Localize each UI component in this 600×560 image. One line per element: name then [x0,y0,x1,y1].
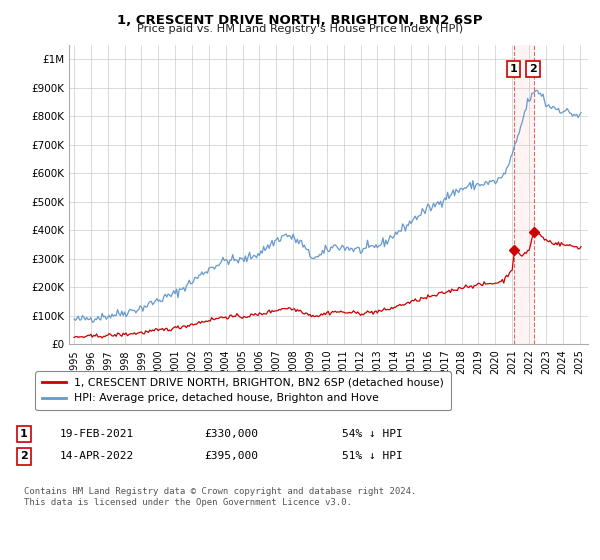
Text: 1, CRESCENT DRIVE NORTH, BRIGHTON, BN2 6SP: 1, CRESCENT DRIVE NORTH, BRIGHTON, BN2 6… [117,14,483,27]
Text: £395,000: £395,000 [204,451,258,461]
Text: 2: 2 [529,64,537,74]
Text: 14-APR-2022: 14-APR-2022 [60,451,134,461]
Bar [514,45,534,344]
Text: 2: 2 [20,451,28,461]
Text: 1: 1 [20,429,28,439]
Text: 19-FEB-2021: 19-FEB-2021 [60,429,134,439]
Text: 1: 1 [509,64,517,74]
Text: 51% ↓ HPI: 51% ↓ HPI [342,451,403,461]
Text: Contains HM Land Registry data © Crown copyright and database right 2024.
This d: Contains HM Land Registry data © Crown c… [24,487,416,507]
Text: 54% ↓ HPI: 54% ↓ HPI [342,429,403,439]
Text: Price paid vs. HM Land Registry's House Price Index (HPI): Price paid vs. HM Land Registry's House … [137,24,463,34]
Text: £330,000: £330,000 [204,429,258,439]
Legend: 1, CRESCENT DRIVE NORTH, BRIGHTON, BN2 6SP (detached house), HPI: Average price,: 1, CRESCENT DRIVE NORTH, BRIGHTON, BN2 6… [35,371,451,410]
